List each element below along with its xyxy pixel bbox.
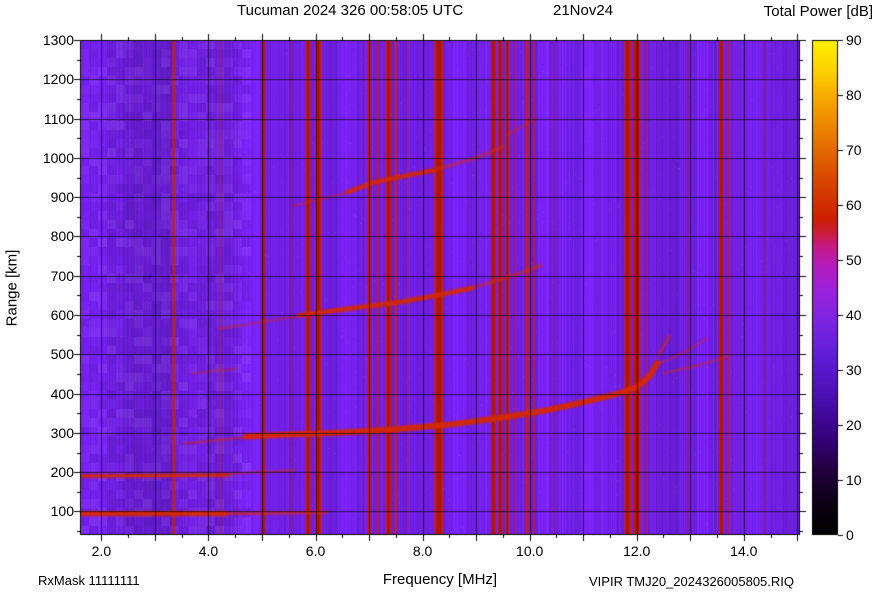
y-tick-label: 500: [50, 346, 74, 363]
x-axis-label: Frequency [MHz]: [382, 571, 498, 588]
colorbar-tick-label: 60: [846, 197, 862, 213]
data-file-name: VIPIR TMJ20_2024326005805.RIQ: [589, 574, 795, 589]
y-tick-label: 100: [50, 503, 74, 520]
x-tick-label: 12.0: [623, 543, 651, 559]
colorbar-title: Total Power [dB]: [763, 3, 873, 20]
y-tick-label: 600: [50, 307, 74, 323]
plot-date: 21Nov24: [553, 2, 614, 19]
y-tick-label: 400: [50, 385, 74, 402]
plot-title: Tucuman 2024 326 00:58:05 UTC: [237, 2, 464, 19]
colorbar-tick-label: 90: [846, 32, 862, 48]
y-tick-label: 1200: [42, 71, 74, 88]
x-tick-label: 4.0: [198, 543, 219, 559]
y-tick-label: 900: [50, 189, 74, 206]
colorbar-tick-label: 40: [846, 307, 862, 323]
x-tick-label: 2.0: [91, 543, 112, 559]
x-tick-label: 8.0: [412, 543, 433, 559]
y-tick-label: 700: [50, 267, 74, 284]
y-tick-label: 1300: [42, 32, 74, 48]
x-tick-label: 10.0: [516, 543, 544, 559]
colorbar-tick-label: 80: [846, 87, 862, 103]
y-tick-label: 1000: [42, 149, 74, 166]
colorbar-tick-label: 20: [846, 417, 862, 433]
x-tick-label: 6.0: [305, 543, 326, 559]
y-tick-label: 800: [50, 228, 74, 245]
colorbar-tick-label: 70: [846, 142, 862, 158]
colorbar-tick-label: 10: [846, 472, 862, 488]
x-tick-label: 14.0: [730, 543, 758, 559]
colorbar-tick-label: 30: [846, 362, 862, 378]
colorbar-tick-label: 50: [846, 252, 862, 268]
y-tick-label: 300: [50, 424, 74, 441]
y-tick-label: 1100: [43, 110, 74, 127]
colorbar-tick-label: 0: [846, 527, 854, 543]
rxmask-text: RxMask 11111111: [38, 573, 140, 588]
y-tick-label: 200: [50, 464, 74, 481]
